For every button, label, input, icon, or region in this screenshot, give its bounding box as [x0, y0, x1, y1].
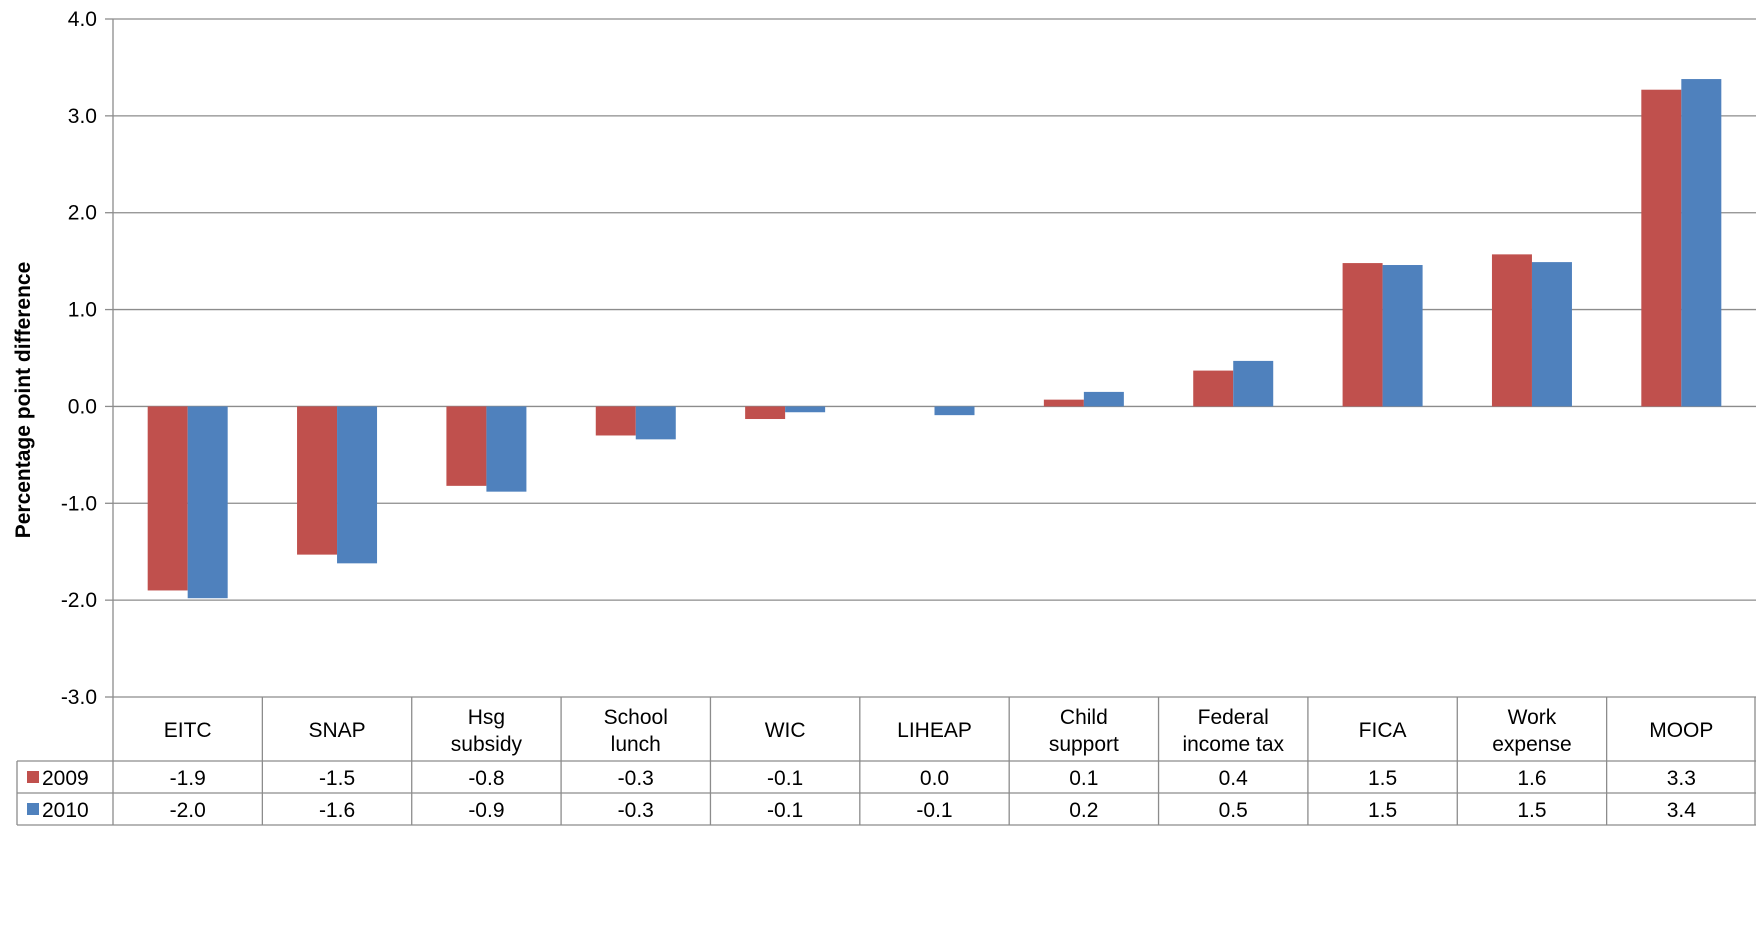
y-tick-label: 2.0 — [68, 202, 97, 225]
bar-2010-4 — [785, 406, 826, 413]
category-label: School lunch — [604, 706, 668, 756]
y-tick-label: 1.0 — [68, 299, 97, 322]
bar-2010-5 — [934, 406, 975, 416]
value-label-2010-9: 1.5 — [1517, 799, 1546, 822]
bar-2010-1 — [337, 406, 378, 564]
value-label-2009-3: -0.3 — [618, 767, 654, 790]
y-tick-label: 4.0 — [68, 8, 97, 31]
value-label-2010-4: -0.1 — [767, 799, 803, 822]
bar-2009-6 — [1043, 399, 1084, 407]
value-label-2009-6: 0.1 — [1069, 767, 1098, 790]
value-label-2009-10: 3.3 — [1667, 767, 1696, 790]
bar-2009-1 — [297, 406, 338, 555]
bar-2009-2 — [446, 406, 487, 486]
value-label-2010-6: 0.2 — [1069, 799, 1098, 822]
bar-2009-4 — [745, 406, 786, 420]
bar-2009-10 — [1641, 89, 1682, 407]
value-label-2009-7: 0.4 — [1219, 767, 1249, 790]
legend-label-2009: 2009 — [42, 767, 89, 790]
bar-2009-0 — [147, 406, 188, 591]
value-label-2009-8: 1.5 — [1368, 767, 1397, 790]
value-label-2009-9: 1.6 — [1517, 767, 1546, 790]
category-label: FICA — [1359, 719, 1407, 742]
bar-2010-9 — [1531, 262, 1572, 407]
bar-2010-0 — [187, 406, 228, 599]
category-label: Federal income tax — [1182, 706, 1284, 756]
legend-key-2009 — [27, 771, 39, 783]
y-tick-label: 3.0 — [68, 105, 97, 128]
bar-2009-3 — [595, 406, 636, 436]
value-label-2010-10: 3.4 — [1667, 799, 1697, 822]
bar-2010-7 — [1233, 360, 1274, 407]
value-label-2010-8: 1.5 — [1368, 799, 1397, 822]
value-label-2010-1: -1.6 — [319, 799, 355, 822]
bar-2010-3 — [635, 406, 676, 440]
category-label: EITC — [164, 719, 212, 742]
legend-key-2010 — [27, 803, 39, 815]
category-label: Hsg subsidy — [451, 706, 523, 756]
bar-2009-9 — [1491, 254, 1532, 407]
bar-2010-6 — [1083, 391, 1124, 407]
value-label-2009-0: -1.9 — [170, 767, 206, 790]
category-label: MOOP — [1649, 719, 1713, 742]
category-label: Child support — [1049, 706, 1119, 756]
value-label-2010-0: -2.0 — [170, 799, 206, 822]
category-label: WIC — [765, 719, 806, 742]
bar-2010-8 — [1382, 265, 1423, 407]
value-label-2010-3: -0.3 — [618, 799, 654, 822]
y-tick-label: -3.0 — [61, 686, 97, 709]
bar-2009-8 — [1342, 263, 1383, 407]
value-label-2009-4: -0.1 — [767, 767, 803, 790]
value-label-2010-5: -0.1 — [916, 799, 952, 822]
y-tick-label: 0.0 — [68, 395, 97, 418]
bar-2009-7 — [1193, 370, 1234, 407]
bar-2010-10 — [1681, 79, 1722, 407]
value-label-2010-2: -0.9 — [468, 799, 504, 822]
value-label-2009-5: 0.0 — [920, 767, 949, 790]
y-tick-label: -2.0 — [61, 589, 97, 612]
y-axis-title: Percentage point difference — [12, 262, 35, 539]
bar-2010-2 — [486, 406, 527, 492]
category-label: LIHEAP — [897, 719, 972, 742]
value-label-2009-1: -1.5 — [319, 767, 355, 790]
legend-label-2010: 2010 — [42, 799, 89, 822]
category-label: Work expense — [1492, 706, 1571, 756]
value-label-2010-7: 0.5 — [1219, 799, 1248, 822]
y-tick-label: -1.0 — [61, 492, 97, 515]
category-label: SNAP — [308, 719, 365, 742]
value-label-2009-2: -0.8 — [468, 767, 504, 790]
